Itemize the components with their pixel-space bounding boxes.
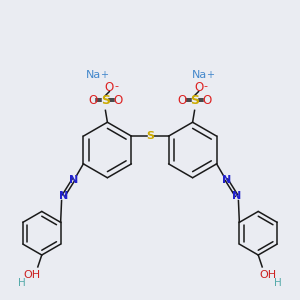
Text: O: O (203, 94, 212, 107)
Text: O: O (177, 94, 186, 107)
Text: Na: Na (192, 70, 207, 80)
Text: S: S (190, 94, 199, 107)
Text: O: O (88, 94, 97, 107)
Text: N: N (59, 190, 68, 201)
Text: N: N (232, 190, 241, 201)
Text: N: N (69, 175, 78, 185)
Text: OH: OH (23, 270, 40, 280)
Text: -: - (114, 82, 118, 92)
Text: O: O (114, 94, 123, 107)
Text: +: + (206, 70, 214, 80)
Text: +: + (100, 70, 108, 80)
Text: O: O (194, 81, 203, 94)
Text: H: H (18, 278, 26, 288)
Text: OH: OH (260, 270, 277, 280)
Text: S: S (101, 94, 110, 107)
Text: S: S (146, 131, 154, 141)
Text: -: - (203, 82, 208, 92)
Text: H: H (274, 278, 282, 288)
Text: N: N (222, 175, 231, 185)
Text: O: O (105, 81, 114, 94)
Text: Na: Na (86, 70, 101, 80)
